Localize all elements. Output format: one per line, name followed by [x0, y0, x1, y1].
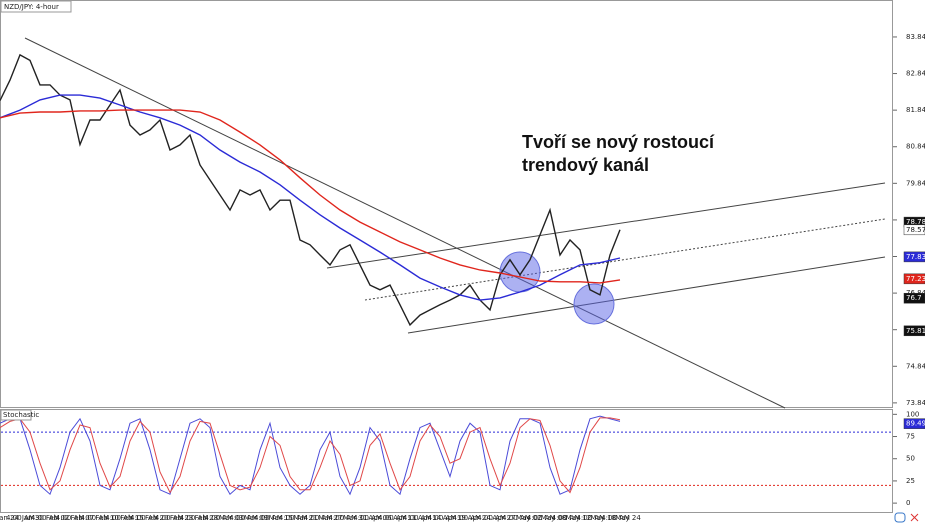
price-tag-label: 78.78: [906, 218, 925, 226]
price-tag: [903, 273, 925, 285]
y-tick-label: 81.84: [906, 106, 925, 114]
price-tag-label: 78.57: [906, 226, 925, 234]
x-time-label: 4:00 AM: [527, 514, 556, 522]
series-line: [0, 94, 621, 301]
stoch-title-box: [0, 409, 32, 421]
x-tick-label: Feb 20: [145, 514, 169, 522]
series-line: [0, 109, 621, 284]
x-time-label: 4:00 AM: [56, 514, 85, 522]
x-time-label: 4:00 AM: [552, 514, 581, 522]
x-time-label: 4:00 AM: [31, 514, 60, 522]
x-tick-label: Feb 02: [46, 514, 70, 522]
x-tick-label: May 18: [590, 514, 616, 522]
y-tick-label: 82.84: [906, 70, 925, 78]
x-tick-label: Feb 15: [120, 514, 144, 522]
stoch-frame: [0, 409, 893, 513]
x-time-label: 4:00 AM: [229, 514, 258, 522]
x-time-label: 4:00 AM: [204, 514, 233, 522]
annotation: Tvoří se nový rostoucí: [522, 132, 715, 152]
x-tick-label: Jan 30: [21, 514, 44, 522]
y-tick-label: 80.84: [906, 143, 925, 151]
y-tick-label: 74.84: [906, 362, 925, 370]
y-tick-label: 100: [906, 410, 919, 418]
marks: 73.8474.8475.8476.8477.8478.8479.8480.84…: [0, 33, 925, 522]
price-tag-label: 77.23: [906, 275, 925, 283]
y-tick-label: 79.84: [906, 179, 925, 187]
price-tag-label: 76.7: [906, 294, 922, 302]
highlight-circle: [573, 283, 615, 325]
stoch-title: Stochastic: [3, 411, 39, 419]
x-time-label: 4:00 AM: [353, 514, 382, 522]
x-tick-label: Mar 27: [318, 514, 342, 522]
series-line: [0, 53, 621, 327]
x-tick-label: Feb 10: [95, 514, 119, 522]
annotation: trendový kanál: [522, 155, 649, 175]
x-tick-label: May 08: [541, 514, 567, 522]
channel-upper: [326, 182, 886, 269]
x-time-label: 4:00 AM: [254, 514, 283, 522]
y-tick-label: 50: [906, 455, 915, 463]
x-tick-label: Mar 31: [343, 514, 367, 522]
title-box: [0, 0, 72, 13]
price-tag-label: 89.49: [906, 420, 925, 428]
icon[interactable]: [910, 513, 919, 522]
x-tick-label: May 02: [516, 514, 542, 522]
series-line: [0, 415, 621, 496]
x-time-label: 4:00 AM: [105, 514, 134, 522]
price-tag: [903, 224, 925, 236]
price-tag: [903, 292, 925, 304]
x-time-label: 4:00 AM: [378, 514, 407, 522]
x-time-label: 4:00 AM: [279, 514, 308, 522]
x-tick-label: Apr 11: [393, 514, 416, 522]
x-time-label: 4:00 AM: [6, 514, 35, 522]
y-tick-label: 83.84: [906, 33, 925, 41]
x-time-label: 4:00 AM: [180, 514, 209, 522]
y-tick-label: 75: [906, 433, 915, 441]
x-tick-label: Apr 24: [468, 514, 492, 522]
icon[interactable]: [894, 512, 906, 523]
y-tick-label: 25: [906, 477, 915, 485]
price-tag: [903, 325, 925, 337]
y-tick-label: 73.84: [906, 399, 925, 407]
series-line: [0, 417, 621, 494]
chart-title: NZD/JPY: 4-hour: [4, 3, 59, 11]
y-tick-label: 0: [906, 499, 910, 507]
x-time-label: 4:00 AM: [403, 514, 432, 522]
x-tick-label: Apr 27: [492, 514, 515, 522]
x-tick-label: Apr 19: [443, 514, 466, 522]
x-time-label: 4:00 AM: [130, 514, 159, 522]
x-tick-label: Apr 06: [368, 514, 392, 522]
x-time-label: 4:00 AM: [80, 514, 109, 522]
x-time-label: 4:00 AM: [428, 514, 457, 522]
x-tick-label: Mar 03: [219, 514, 243, 522]
x-time-label: 4:00 AM: [155, 514, 184, 522]
price-tag: [903, 418, 925, 429]
x-tick-label: Feb 07: [71, 514, 95, 522]
x-time-label: 4:00 AM: [576, 514, 605, 522]
x-tick-label: Mar 15: [269, 514, 293, 522]
x-tick-label: Jan 24: [0, 514, 20, 522]
x-tick-label: Feb 28: [195, 514, 219, 522]
x-tick-label: Apr 14: [418, 514, 442, 522]
price-tag-label: 75.81: [906, 327, 925, 335]
x-time-label: 4:00 AM: [502, 514, 531, 522]
x-tick-label: Mar 09: [244, 514, 268, 522]
x-tick-label: May 24: [615, 514, 641, 522]
x-tick-label: Feb 23: [170, 514, 194, 522]
x-time-label: 4:00 AM: [328, 514, 357, 522]
price-tag-label: 77.83: [906, 253, 925, 261]
channel-lower: [407, 256, 886, 334]
x-time-label: 4:00 AM: [304, 514, 333, 522]
highlight-circle: [499, 251, 541, 293]
x-time-label: 4:00 AM: [452, 514, 481, 522]
price-frame: [0, 0, 893, 408]
trend-line: [24, 37, 786, 409]
price-tag: [903, 251, 925, 263]
x-tick-label: Mar 21: [293, 514, 317, 522]
x-time-label: 4:00 AM: [601, 514, 630, 522]
x-time-label: 4:00 AM: [477, 514, 506, 522]
x-tick-label: May 12: [566, 514, 592, 522]
